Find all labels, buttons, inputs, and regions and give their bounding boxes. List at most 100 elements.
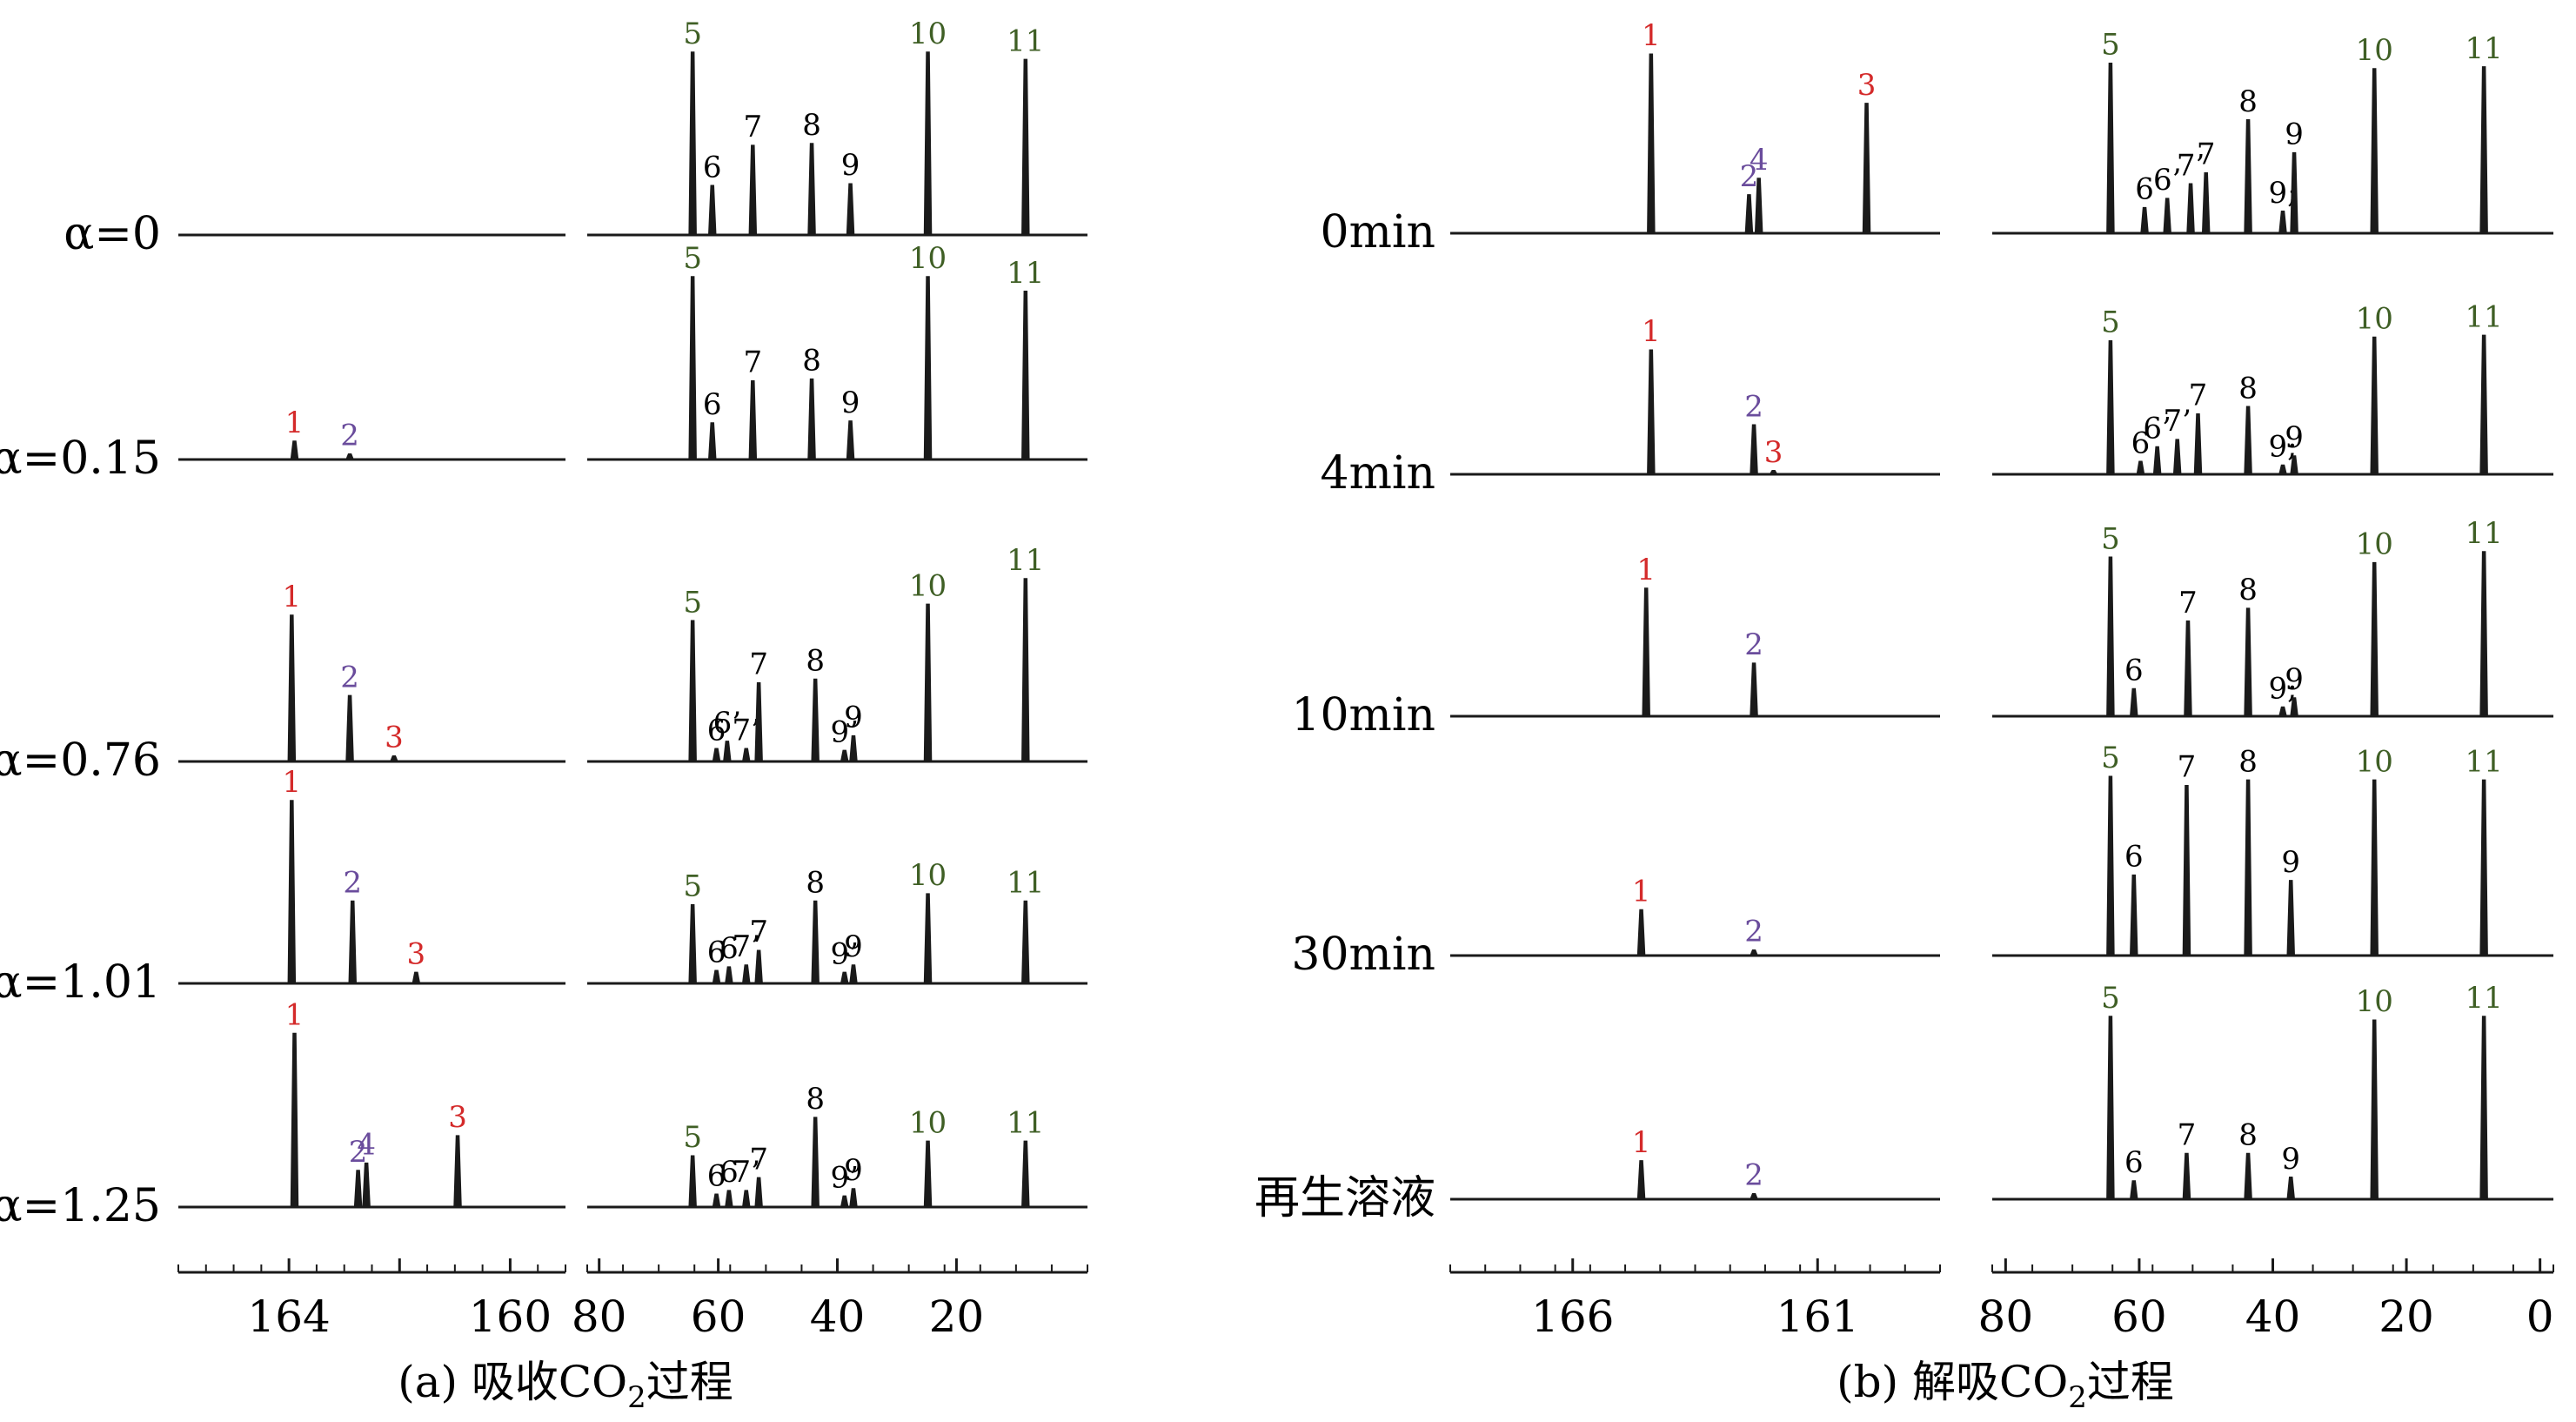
peak-label: 1: [285, 998, 304, 1033]
peak: [707, 184, 717, 236]
peak: [2186, 183, 2195, 234]
peak: [725, 966, 733, 984]
peak: [389, 755, 399, 762]
peak: [2370, 1019, 2379, 1200]
peak: [2244, 779, 2252, 956]
peak-label: 11: [1007, 1105, 1044, 1140]
peak-label: 9: [841, 386, 860, 420]
peak-label: 5: [2101, 28, 2120, 63]
peak: [712, 748, 721, 762]
peak-label: 6: [2124, 840, 2144, 875]
peak-label: 2: [1740, 159, 1759, 194]
peak: [2182, 784, 2191, 956]
peak-label: 8: [2238, 573, 2258, 607]
peak: [807, 143, 816, 236]
peak: [290, 440, 299, 460]
peak: [2286, 880, 2296, 956]
peak-label: 9: [841, 148, 860, 183]
peak-label: 7: [749, 647, 768, 682]
peak: [2152, 446, 2162, 475]
peak: [923, 893, 933, 984]
peak: [2193, 413, 2203, 475]
peak-label: 10: [909, 1105, 947, 1140]
peak-label: 2: [340, 419, 359, 453]
tick-label: 160: [469, 1291, 552, 1342]
peak-label: 6’: [2153, 163, 2181, 198]
peak: [2129, 688, 2138, 717]
tick-label: 40: [810, 1291, 866, 1342]
peak: [1769, 470, 1778, 475]
peak: [2479, 334, 2488, 475]
peak: [2184, 620, 2192, 717]
peak: [2479, 551, 2488, 717]
peak: [840, 971, 849, 984]
peak: [1636, 1160, 1646, 1200]
tick-label: 40: [2245, 1291, 2301, 1342]
peak: [1642, 587, 1650, 717]
tick-label: 20: [2379, 1291, 2434, 1342]
peak-label: 2: [1744, 389, 1763, 424]
peak-label: 1: [285, 406, 304, 440]
peak-label: 10: [2356, 33, 2393, 68]
peak-label: 8: [802, 344, 821, 379]
peak-label: 7: [2189, 379, 2208, 413]
tick-label: 80: [1978, 1291, 2034, 1342]
peak: [2106, 339, 2115, 475]
peak-label: 7: [2178, 750, 2197, 785]
peak: [725, 1190, 733, 1208]
peak: [2479, 66, 2488, 234]
peak-label: 5: [683, 17, 702, 51]
peak: [707, 422, 717, 460]
peak-label: 6: [2135, 172, 2154, 207]
peak-label: 4: [1750, 143, 1769, 178]
peak-label: 5: [683, 585, 702, 620]
peak: [2140, 206, 2149, 234]
peak-label: 11: [2466, 516, 2503, 551]
peak-label: 10: [909, 858, 947, 893]
peak: [2172, 439, 2182, 475]
trace-label: α=1.01: [0, 956, 161, 1009]
peak-label: 9: [2285, 420, 2304, 455]
peak: [1647, 349, 1656, 475]
peak: [1636, 909, 1646, 956]
peak-label: 2: [343, 866, 362, 901]
peak: [287, 800, 297, 984]
peak-label: 8: [802, 108, 821, 143]
peak-label: 9: [2281, 845, 2300, 880]
peak: [923, 276, 933, 460]
peak: [754, 949, 763, 984]
peak-label: 2: [349, 1135, 368, 1170]
peak-label: 5: [2101, 305, 2120, 340]
peak-label: 2: [1744, 915, 1763, 949]
peak: [1021, 1140, 1030, 1208]
spectrum-trace: 30min 1 2 5 6 7 8 9 10 11: [1291, 741, 2553, 981]
peak: [290, 1032, 299, 1208]
peak: [2106, 556, 2115, 717]
tick-label: 166: [1531, 1291, 1614, 1342]
tick-label: 80: [572, 1291, 627, 1342]
tick-label: 0: [2526, 1291, 2554, 1342]
peak: [748, 379, 758, 460]
peak: [2244, 406, 2252, 475]
peak: [741, 748, 751, 762]
peak: [849, 1188, 858, 1208]
peak: [741, 1190, 751, 1208]
peak: [688, 620, 697, 762]
trace-label: 4min: [1320, 447, 1435, 500]
peak: [754, 1177, 763, 1208]
peak-label: 2: [1744, 1158, 1763, 1193]
peak: [712, 969, 721, 984]
peak: [2290, 455, 2298, 475]
tick-label: 60: [2111, 1291, 2167, 1342]
peak: [748, 144, 758, 236]
peak: [754, 681, 763, 762]
peak-label: 11: [1007, 866, 1044, 901]
peak-label: 11: [2466, 299, 2503, 334]
peak: [411, 971, 421, 984]
peak-label: 7: [2197, 138, 2216, 172]
peak-label: 6: [707, 713, 726, 748]
peak: [2370, 336, 2379, 475]
peak-label: 10: [909, 17, 947, 51]
